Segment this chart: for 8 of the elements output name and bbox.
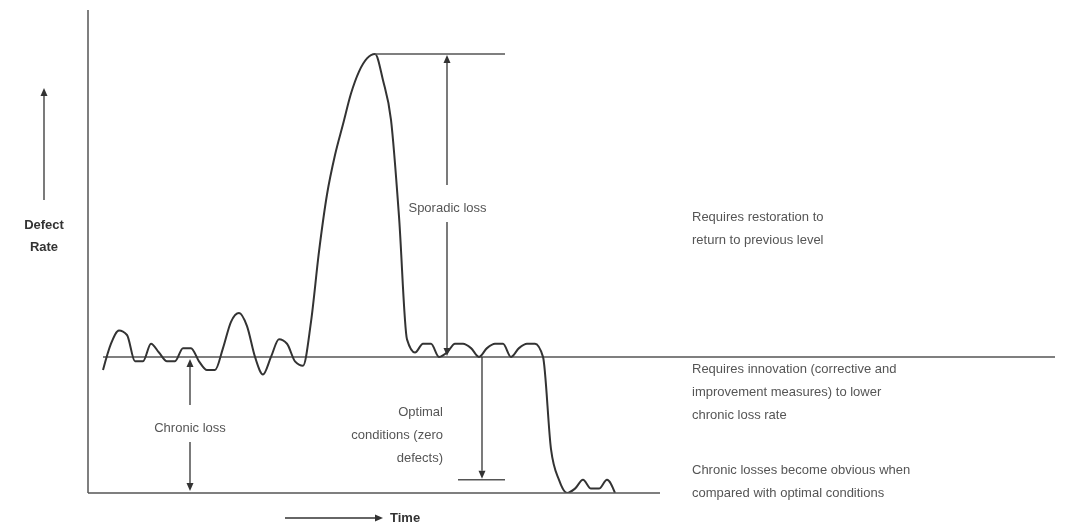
y-axis-title: Defect Rate	[23, 216, 65, 256]
text: Requires restoration to return to previous level	[692, 208, 825, 249]
annotation: Chronic loss	[153, 419, 227, 437]
annotation: Sporadic loss	[407, 199, 488, 217]
x-axis-title: Time	[390, 510, 421, 525]
annotation: Optimal conditions (zero defects)	[350, 403, 443, 467]
text: Requires innovation (corrective and improvement measures) to lower chronic loss rate	[692, 360, 898, 424]
text: Chronic losses become obvious when compared with optimal conditions	[692, 461, 912, 502]
